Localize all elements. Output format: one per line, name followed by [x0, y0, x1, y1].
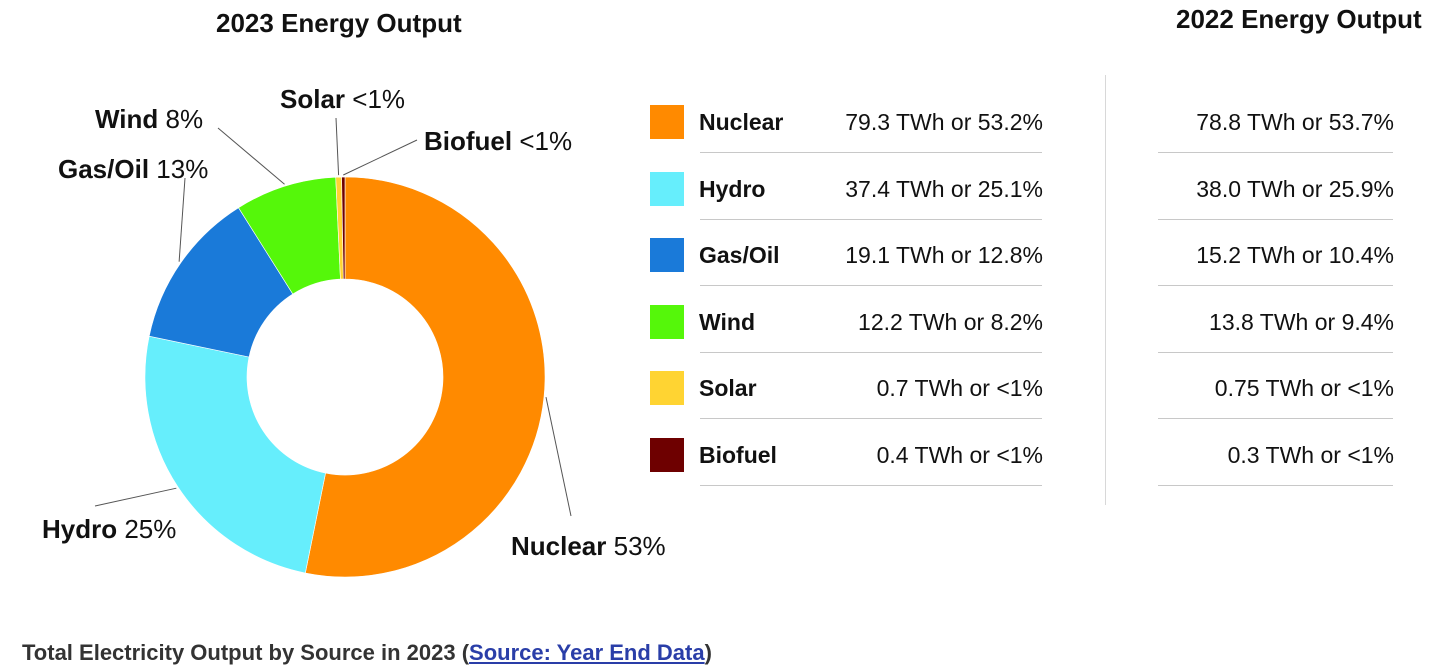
row-divider	[1158, 218, 1393, 220]
leader-line-nuclear	[545, 397, 572, 517]
leader-line-solar	[335, 117, 340, 176]
column-divider	[1105, 75, 1106, 505]
value-2022-solar: 0.75 TWh or <1%	[1214, 375, 1394, 401]
value-2023-hydro: 37.4 TWh or 25.1%	[845, 175, 1043, 202]
row-divider	[1158, 484, 1393, 486]
donut-chart: Nuclear 53% Hydro 25% Gas/Oil 13% Wind 8% So…	[42, 84, 666, 578]
legend-swatch-hydro	[650, 171, 684, 206]
caption-close: )	[704, 640, 712, 665]
slice-label-biofuel: Biofuel <1%	[424, 126, 572, 156]
source-link[interactable]: Source: Year End Data	[469, 640, 705, 665]
slice-nuclear	[304, 176, 546, 578]
figure-caption: Total Electricity Output by Source in 20…	[22, 640, 712, 666]
row-divider	[1158, 418, 1393, 419]
row-divider	[700, 484, 1042, 486]
value-2022-biofuel: 0.3 TWh or <1%	[1227, 441, 1394, 468]
legend-label-wind: Wind	[699, 308, 755, 335]
value-2023-gas-oil: 19.1 TWh or 12.8%	[845, 242, 1043, 268]
row-divider	[700, 351, 1042, 353]
table-title-2022: 2022 Energy Output	[1176, 4, 1422, 34]
legend-label-gas-oil: Gas/Oil	[699, 242, 780, 268]
row-divider	[1158, 285, 1393, 286]
slice-label-wind: Wind 8%	[95, 104, 203, 134]
row-divider	[700, 218, 1042, 220]
legend-label-nuclear: Nuclear	[699, 109, 784, 135]
row-divider	[700, 152, 1042, 153]
legend-swatch-nuclear	[650, 105, 684, 139]
value-2023-biofuel: 0.4 TWh or <1%	[876, 441, 1043, 468]
slice-hydro	[144, 335, 326, 574]
slice-label-nuclear: Nuclear 53%	[511, 531, 666, 561]
legend-swatch-biofuel	[650, 437, 684, 472]
caption-text: Total Electricity Output by Source in 20…	[22, 640, 470, 665]
legend-label-biofuel: Biofuel	[699, 441, 777, 468]
leader-line-gas-oil	[178, 177, 186, 262]
row-divider	[1158, 351, 1393, 353]
row-divider	[700, 285, 1042, 286]
value-2022-wind: 13.8 TWh or 9.4%	[1209, 308, 1394, 335]
leader-line-hydro	[94, 487, 177, 507]
legend-swatch-solar	[650, 371, 684, 405]
row-divider	[700, 418, 1042, 419]
leader-line-wind	[217, 127, 285, 185]
value-2023-nuclear: 79.3 TWh or 53.2%	[845, 109, 1043, 135]
legend-label-hydro: Hydro	[699, 175, 766, 202]
legend-swatch-gas-oil	[650, 238, 684, 272]
leader-line-biofuel	[343, 139, 418, 176]
value-2022-gas-oil: 15.2 TWh or 10.4%	[1196, 242, 1394, 268]
slice-biofuel	[341, 176, 346, 280]
slice-label-hydro: Hydro 25%	[42, 514, 176, 544]
chart-title-2023: 2023 Energy Output	[216, 8, 462, 38]
legend-label-solar: Solar	[699, 375, 757, 401]
value-2023-solar: 0.7 TWh or <1%	[876, 375, 1043, 401]
row-divider	[1158, 152, 1393, 153]
value-2023-wind: 12.2 TWh or 8.2%	[858, 308, 1043, 335]
value-2022-nuclear: 78.8 TWh or 53.7%	[1196, 109, 1394, 135]
value-2022-hydro: 38.0 TWh or 25.9%	[1196, 175, 1394, 202]
slice-label-gas-oil: Gas/Oil 13%	[58, 154, 208, 184]
legend-swatch-wind	[650, 304, 684, 339]
slice-label-solar: Solar <1%	[280, 84, 405, 114]
